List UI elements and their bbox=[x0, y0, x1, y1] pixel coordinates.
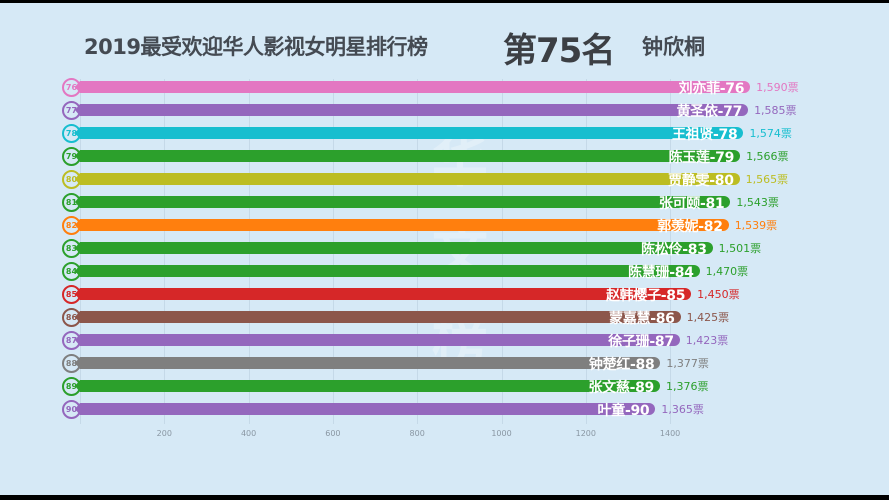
bar-label: 张文慈-89 bbox=[588, 380, 654, 396]
bar-label: 王祖贤-78 bbox=[671, 127, 738, 143]
bar-value: 1,539票 bbox=[734, 219, 778, 232]
bar-value: 1,377票 bbox=[666, 357, 709, 370]
bar-row: 77 黄圣依-77 1,585票 bbox=[0, 101, 889, 120]
bar-value: 1,566票 bbox=[746, 150, 789, 163]
bar: 张文慈-89 bbox=[75, 380, 660, 396]
bar: 叶童-90 bbox=[74, 403, 656, 419]
bar-label: 钟楚红-88 bbox=[588, 357, 655, 373]
bar-value: 1,450票 bbox=[697, 288, 740, 301]
bar-label: 赵韩樱子-85 bbox=[605, 288, 686, 304]
bar-label: 刘亦菲-76 bbox=[678, 81, 745, 97]
x-tick-label: 1200 bbox=[575, 429, 596, 438]
bar-value: 1,423票 bbox=[685, 334, 729, 347]
bar-value: 1,565票 bbox=[745, 173, 789, 186]
bar-value: 1,470票 bbox=[705, 265, 749, 278]
bar-row: 82 郭羡妮-82 1,539票 bbox=[0, 216, 889, 235]
bar-value: 1,425票 bbox=[686, 311, 730, 324]
bar-row: 78 王祖贤-78 1,574票 bbox=[0, 124, 889, 143]
x-tick-label: 1000 bbox=[491, 429, 512, 438]
bar-row: 79 陈玉莲-79 1,566票 bbox=[0, 147, 889, 166]
bar: 张可颐-81 bbox=[74, 196, 731, 212]
bar-label: 徐子珊-87 bbox=[608, 334, 674, 350]
bar: 王祖贤-78 bbox=[74, 127, 744, 143]
chart-stage: 2019最受欢迎华人影视女明星排行榜 第75名 钟欣桐 华 文 榜 200400… bbox=[0, 3, 889, 495]
bar: 刘亦菲-76 bbox=[74, 81, 751, 97]
x-tick-label: 600 bbox=[325, 429, 341, 438]
x-tick-label: 200 bbox=[156, 429, 172, 438]
bar-value: 1,585票 bbox=[754, 104, 797, 117]
bar: 陈松伶-83 bbox=[75, 242, 713, 258]
bar-row: 81 张可颐-81 1,543票 bbox=[0, 193, 889, 212]
bar-label: 陈玉莲-79 bbox=[668, 150, 735, 166]
bar: 蒙嘉慧-86 bbox=[75, 311, 681, 327]
bar-label: 郭羡妮-82 bbox=[657, 219, 723, 235]
bar-value: 1,501票 bbox=[718, 242, 762, 255]
x-tick-label: 1400 bbox=[659, 429, 681, 438]
bar-label: 叶童-90 bbox=[597, 403, 650, 419]
bar-value: 1,376票 bbox=[665, 380, 709, 393]
x-tick-label: 400 bbox=[240, 429, 257, 438]
bar: 贾静雯-80 bbox=[75, 173, 740, 189]
bar-row: 85 赵韩樱子-85 1,450票 bbox=[0, 285, 889, 304]
current-rank: 第75名 bbox=[503, 31, 615, 71]
bar-label: 蒙嘉慧-86 bbox=[609, 311, 675, 327]
bar: 徐子珊-87 bbox=[75, 334, 680, 350]
bar-row: 90 叶童-90 1,365票 bbox=[0, 400, 889, 419]
bar-label: 陈松伶-83 bbox=[641, 242, 707, 258]
bar-value: 1,365票 bbox=[661, 403, 704, 416]
bar-value: 1,574票 bbox=[749, 127, 792, 140]
current-rank-name: 钟欣桐 bbox=[642, 35, 705, 59]
bar-row: 76 刘亦菲-76 1,590票 bbox=[0, 78, 889, 97]
bar-row: 87 徐子珊-87 1,423票 bbox=[0, 331, 889, 350]
bar-row: 84 陈慧珊-84 1,470票 bbox=[0, 262, 889, 281]
bar: 钟楚红-88 bbox=[74, 357, 661, 373]
bar-label: 黄圣依-77 bbox=[676, 104, 743, 120]
bar-label: 张可颐-81 bbox=[658, 196, 725, 212]
bar-row: 86 蒙嘉慧-86 1,425票 bbox=[0, 308, 889, 327]
x-tick-label: 800 bbox=[409, 429, 425, 438]
bar-row: 80 贾静雯-80 1,565票 bbox=[0, 170, 889, 189]
bar: 黄圣依-77 bbox=[74, 104, 749, 120]
bar-value: 1,543票 bbox=[736, 196, 779, 209]
bar-row: 88 钟楚红-88 1,377票 bbox=[0, 354, 889, 373]
bar: 郭羡妮-82 bbox=[75, 219, 729, 235]
bar: 陈玉莲-79 bbox=[74, 150, 741, 166]
chart-title: 2019最受欢迎华人影视女明星排行榜 bbox=[84, 35, 428, 59]
bar-row: 89 张文慈-89 1,376票 bbox=[0, 377, 889, 396]
bar: 陈慧珊-84 bbox=[75, 265, 700, 281]
bar-value: 1,590票 bbox=[756, 81, 799, 94]
bar-row: 83 陈松伶-83 1,501票 bbox=[0, 239, 889, 258]
bar-label: 贾静雯-80 bbox=[668, 173, 734, 189]
bar-label: 陈慧珊-84 bbox=[628, 265, 694, 281]
bar: 赵韩樱子-85 bbox=[74, 288, 692, 304]
